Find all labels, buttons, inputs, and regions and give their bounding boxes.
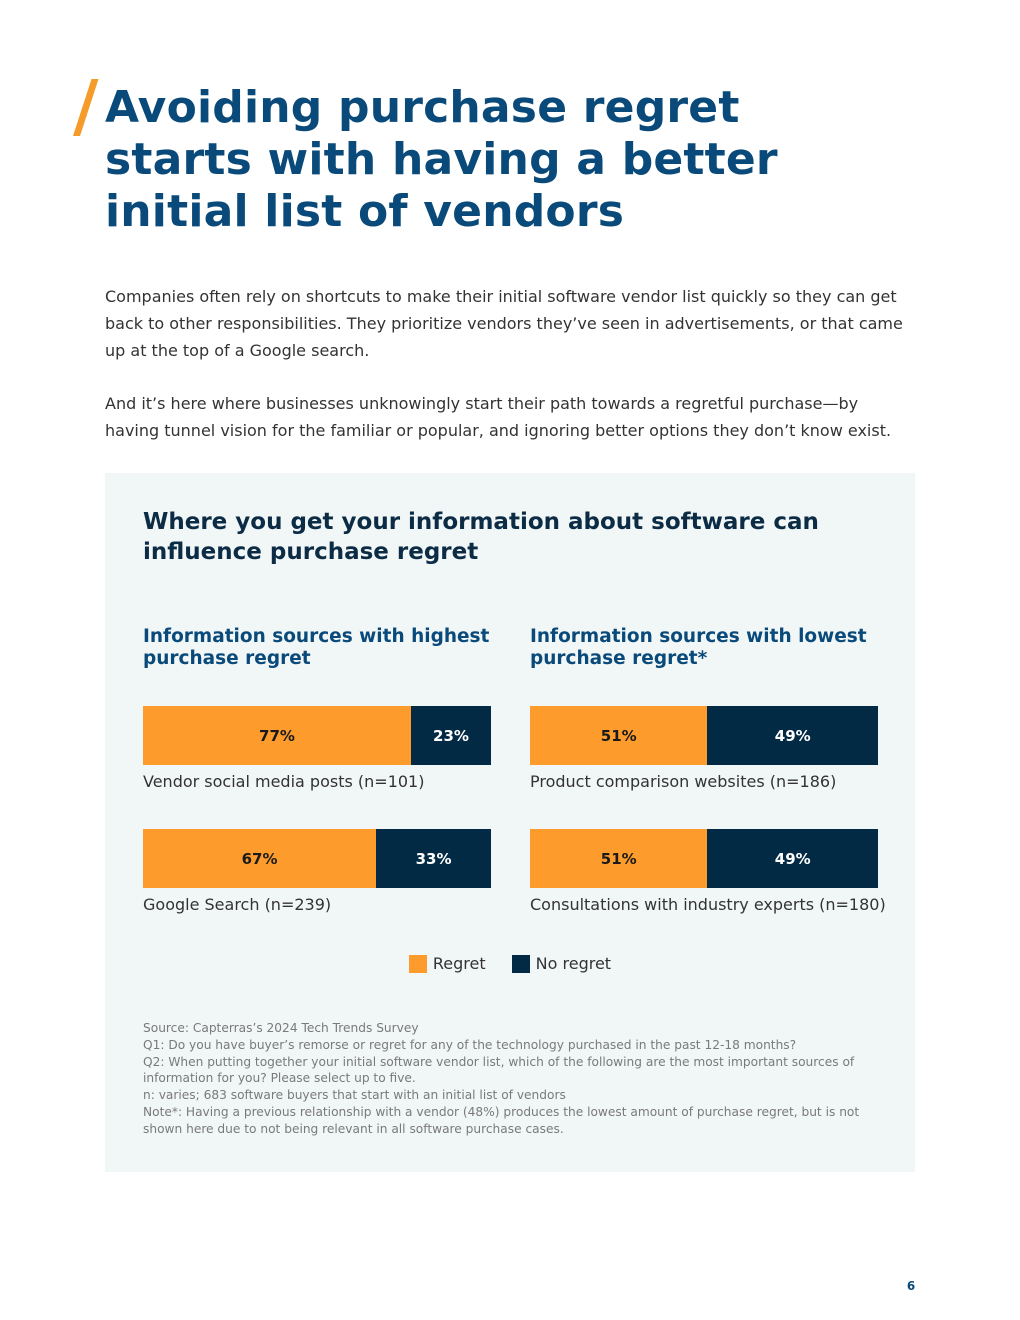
- bar-segment-no-regret: 49%: [707, 706, 878, 765]
- bar-category-label: Consultations with industry experts (n=1…: [530, 895, 886, 914]
- source-note: n: varies; 683 software buyers that star…: [143, 1088, 566, 1103]
- chart-panel-title-line-2: influence purchase regret: [143, 539, 479, 565]
- bar-segment-regret: 51%: [530, 829, 708, 888]
- bar-segment-no-regret: 23%: [410, 706, 491, 765]
- bar-product-comparison-websites: 51% 49%: [530, 706, 878, 765]
- bar-category-label: Product comparison websites (n=186): [530, 772, 837, 791]
- source-note: Note*: Having a previous relationship wi…: [143, 1104, 860, 1136]
- source-notes: Source: Capterras’s 2024 Tech Trends Sur…: [143, 1020, 883, 1138]
- legend-swatch-no-regret: [511, 954, 530, 973]
- chart-legend: Regret No regret: [105, 954, 915, 973]
- lowest-regret-heading: Information sources with lowest purchase…: [530, 626, 890, 670]
- page-title-line-3: initial list of vendors: [105, 186, 625, 237]
- chart-panel-title: Where you get your information about sof…: [143, 507, 863, 567]
- legend-swatch-regret: [408, 954, 427, 973]
- bar-segment-no-regret: 49%: [707, 829, 878, 888]
- bar-category-label: Vendor social media posts (n=101): [143, 772, 425, 791]
- highest-regret-heading-line-1: Information sources with highest: [143, 626, 490, 647]
- source-note: Source: Capterras’s 2024 Tech Trends Sur…: [143, 1021, 419, 1035]
- page-title-line-2: starts with having a better: [105, 134, 778, 185]
- bar-vendor-social-media: 77% 23%: [143, 706, 491, 765]
- legend-label-regret: Regret: [432, 954, 486, 973]
- bar-value-label-regret: 77%: [259, 726, 295, 745]
- bar-value-label-regret: 67%: [241, 849, 278, 868]
- legend-item-regret: Regret: [408, 954, 486, 973]
- bar-value-label-no-regret: 49%: [774, 849, 811, 868]
- page-title-line-1: Avoiding purchase regret: [105, 82, 740, 133]
- lowest-regret-heading-line-2: purchase regret*: [530, 648, 708, 669]
- bar-segment-regret: 77%: [143, 706, 411, 765]
- source-note: Q1: Do you have buyer’s remorse or regre…: [143, 1037, 797, 1052]
- source-note: Q2: When putting together your initial s…: [143, 1054, 855, 1086]
- bar-industry-experts: 51% 49%: [530, 829, 878, 888]
- chart-panel-title-line-1: Where you get your information about sof…: [143, 509, 819, 535]
- bar-value-label-regret: 51%: [600, 849, 637, 868]
- page-title: Avoiding purchase regret starts with hav…: [105, 82, 925, 238]
- highest-regret-heading: Information sources with highest purchas…: [143, 626, 503, 670]
- bar-segment-regret: 51%: [530, 706, 708, 765]
- chart-panel: Where you get your information about sof…: [105, 473, 915, 1172]
- lowest-regret-heading-line-1: Information sources with lowest: [530, 626, 867, 647]
- intro-paragraph-2: And it’s here where businesses unknowing…: [105, 394, 892, 440]
- bar-value-label-no-regret: 49%: [774, 726, 811, 745]
- bar-value-label-regret: 51%: [600, 726, 637, 745]
- page-number: 6: [906, 1279, 916, 1293]
- bar-segment-no-regret: 33%: [376, 829, 491, 888]
- accent-slash: [73, 79, 99, 136]
- bar-segment-regret: 67%: [143, 829, 377, 888]
- legend-item-no-regret: No regret: [511, 954, 612, 973]
- intro-paragraph-1: Companies often rely on shortcuts to mak…: [105, 287, 903, 360]
- legend-label-no-regret: No regret: [535, 954, 612, 973]
- bar-category-label: Google Search (n=239): [143, 895, 332, 914]
- bar-value-label-no-regret: 23%: [433, 726, 469, 745]
- bar-google-search: 67% 33%: [143, 829, 491, 888]
- bar-value-label-no-regret: 33%: [415, 849, 452, 868]
- highest-regret-heading-line-2: purchase regret: [143, 648, 311, 669]
